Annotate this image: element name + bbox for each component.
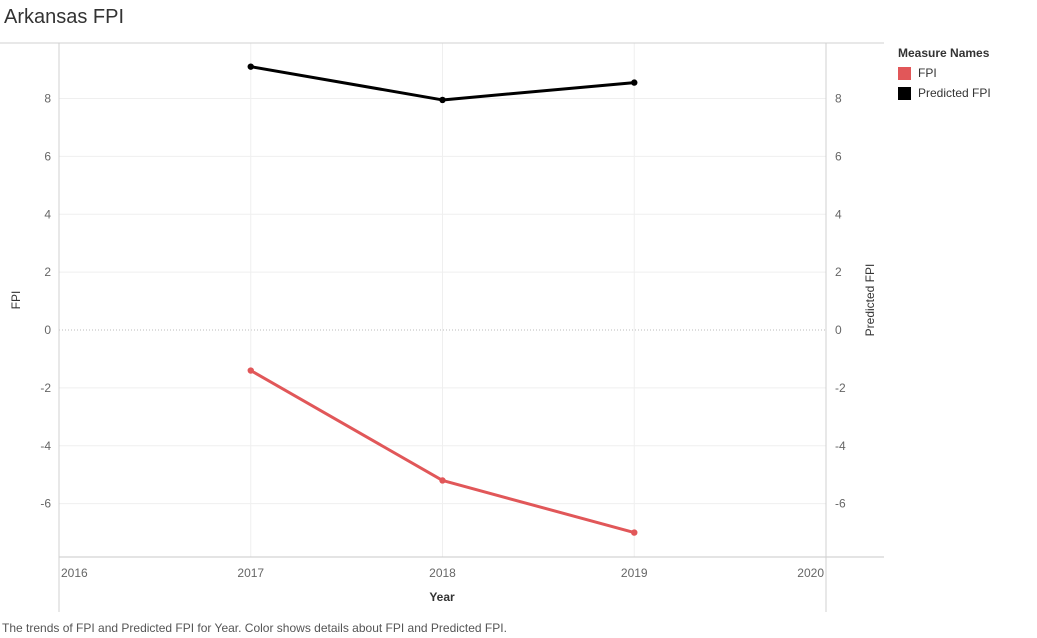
- legend-item-fpi[interactable]: FPI: [898, 63, 991, 83]
- y-axis-title: FPI: [9, 291, 23, 310]
- axis-layer: -6 -6 -4 -4 -2 -2 0 0 2 2 4 4 6 6 8 8 2016 2017 2018 2019 20…: [0, 42, 884, 612]
- y-tick-label: 4: [44, 207, 51, 221]
- series-layer: [247, 63, 638, 536]
- legend-label-fpi: FPI: [918, 66, 937, 80]
- data-point-fpi: [631, 529, 638, 536]
- y2-tick-label: 6: [835, 149, 842, 163]
- y2-tick-label: 4: [835, 207, 842, 221]
- x-tick-label: 2018: [429, 566, 456, 580]
- data-point-predicted-fpi: [247, 63, 254, 70]
- y-tick-label: 6: [44, 149, 51, 163]
- x-tick-label: 2016: [61, 566, 88, 580]
- legend-label-predicted-fpi: Predicted FPI: [918, 86, 991, 100]
- x-tick-label: 2019: [621, 566, 648, 580]
- legend-item-predicted-fpi[interactable]: Predicted FPI: [898, 83, 991, 103]
- x-tick-label: 2020: [797, 566, 824, 580]
- chart-caption: The trends of FPI and Predicted FPI for …: [2, 621, 507, 635]
- y-tick-label: -2: [40, 381, 51, 395]
- y-tick-label: 8: [44, 92, 51, 106]
- data-point-fpi: [439, 477, 446, 484]
- x-axis-title: Year: [429, 590, 455, 604]
- y2-tick-label: -4: [835, 439, 846, 453]
- y-tick-label: -4: [40, 439, 51, 453]
- x-tick-label: 2017: [237, 566, 264, 580]
- y-tick-label: 2: [44, 265, 51, 279]
- y2-tick-label: 8: [835, 92, 842, 106]
- legend-swatch-fpi: [898, 66, 911, 80]
- chart-title: Arkansas FPI: [4, 6, 125, 28]
- y2-tick-label: 2: [835, 265, 842, 279]
- y2-axis-title: Predicted FPI: [863, 264, 877, 337]
- legend-swatch-predicted-fpi: [898, 86, 911, 100]
- y-tick-label: -6: [40, 497, 51, 511]
- y2-tick-label: -6: [835, 497, 846, 511]
- y2-tick-label: 0: [835, 323, 842, 337]
- y-tick-label: 0: [44, 323, 51, 337]
- y2-tick-label: -2: [835, 381, 846, 395]
- data-point-fpi: [247, 367, 254, 374]
- legend-title: Measure Names: [898, 46, 990, 60]
- data-point-predicted-fpi: [631, 79, 638, 86]
- legend: Measure Names FPI Predicted FPI: [898, 46, 991, 103]
- data-point-predicted-fpi: [439, 96, 446, 104]
